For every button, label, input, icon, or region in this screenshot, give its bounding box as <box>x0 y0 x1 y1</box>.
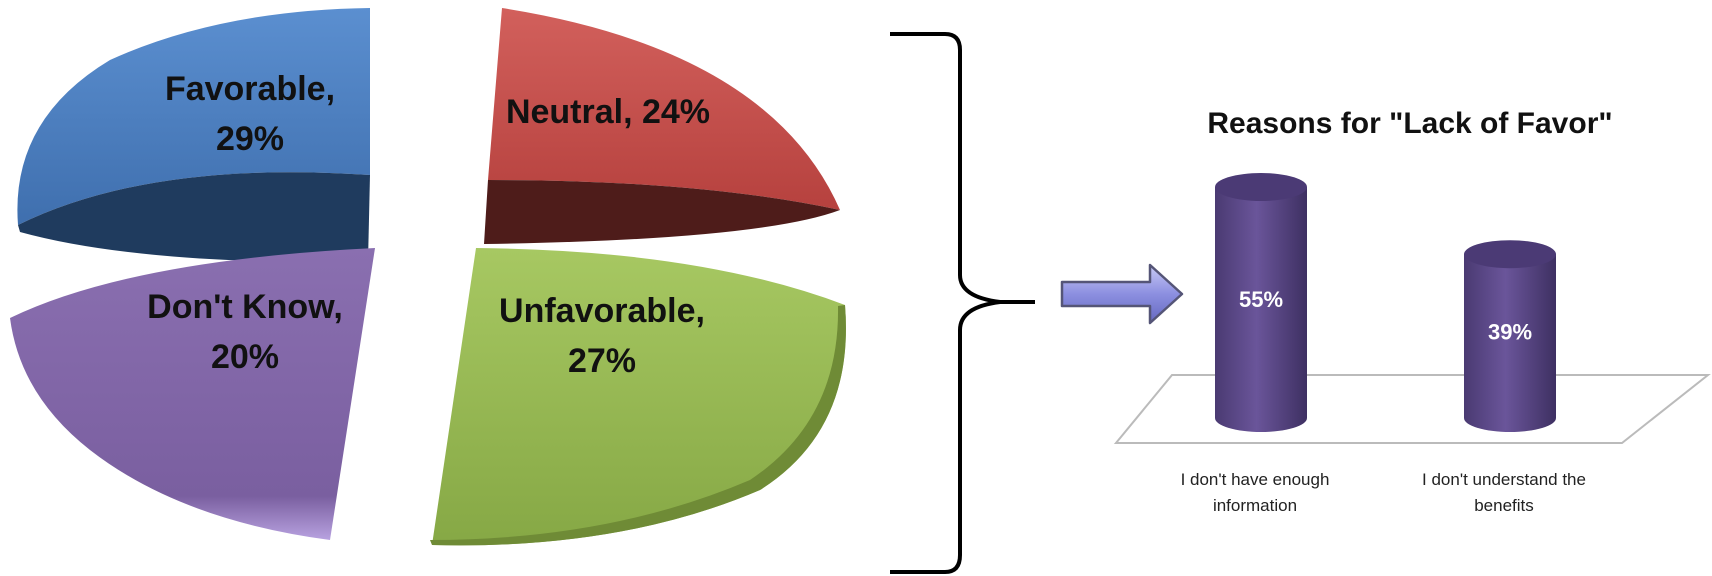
bracket-brace <box>890 32 1035 574</box>
pie-label-dont-know-name: Don't Know, <box>147 288 343 326</box>
bar-2: 39% <box>1464 240 1556 432</box>
arrow-icon <box>1060 263 1184 325</box>
pie-slice-favorable <box>17 8 370 263</box>
pie-slice-unfavorable-rim <box>430 305 846 546</box>
pie-slice-unfavorable <box>430 248 846 546</box>
bar-1: 55% <box>1215 173 1307 432</box>
bar-2-top <box>1464 240 1556 269</box>
pie-chart: Favorable, 29% Neutral, 24% Don't Know, … <box>10 8 846 546</box>
pie-slice-dont-know <box>10 248 375 540</box>
pie-label-favorable-name: Favorable, <box>165 70 335 108</box>
pie-label-unfavorable-value: 27% <box>568 342 636 380</box>
pie-slice-neutral-side <box>484 180 840 244</box>
bar-chart-floor <box>1113 374 1711 444</box>
pie-label-favorable-value: 29% <box>216 120 284 158</box>
pie-slice-neutral <box>484 8 840 244</box>
bar-1-top <box>1215 173 1307 201</box>
pie-slice-favorable-top <box>17 8 370 225</box>
bar-2-value-label: 39% <box>1488 319 1532 344</box>
pie-label-unfavorable-name: Unfavorable, <box>499 292 705 330</box>
pie-slice-neutral-top <box>488 8 840 210</box>
bar-1-category-label: I don't have enough information <box>1181 470 1330 515</box>
pie-slice-dont-know-top <box>10 248 375 540</box>
bar-chart: Reasons for "Lack of Favor" 55% 39% I don… <box>1113 107 1711 515</box>
bar-1-value-label: 55% <box>1239 287 1283 312</box>
bar-chart-title: Reasons for "Lack of Favor" <box>1207 107 1612 140</box>
pie-label-dont-know-value: 20% <box>211 338 279 376</box>
bar-1-body <box>1215 187 1307 432</box>
bar-2-category-label: I don't understand the benefits <box>1422 470 1586 515</box>
pie-slice-unfavorable-top <box>432 248 846 546</box>
pie-slice-favorable-side <box>18 172 370 263</box>
pie-label-neutral: Neutral, 24% <box>506 93 710 131</box>
bar-2-body <box>1464 254 1556 432</box>
